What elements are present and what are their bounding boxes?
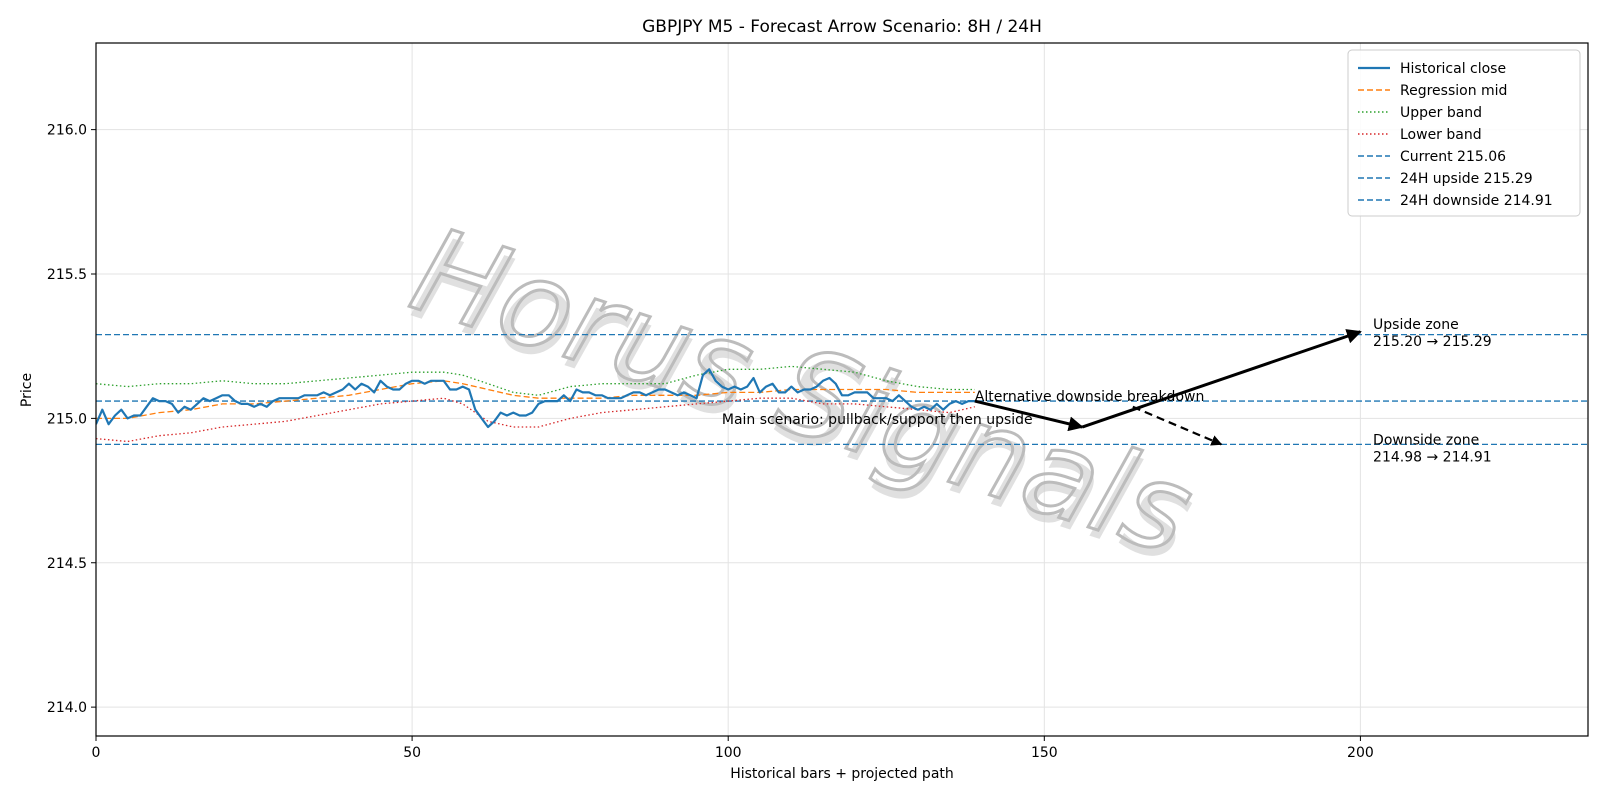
annotation-upside-zone-range: 215.20 → 215.29 <box>1373 334 1492 350</box>
legend-label-4: Current 215.06 <box>1400 149 1506 165</box>
scenario-arrows <box>974 329 1362 446</box>
y-tick-label: 214.5 <box>47 556 87 572</box>
annotation-upside-zone-title: Upside zone <box>1373 317 1459 333</box>
annotation-alt-scenario: Alternative downside breakdown <box>975 389 1205 405</box>
x-tick-label: 200 <box>1347 745 1374 761</box>
y-tick-label: 215.0 <box>47 411 87 427</box>
series-line-2 <box>96 365 975 396</box>
y-tick-label: 215.5 <box>47 267 87 283</box>
legend-label-0: Historical close <box>1400 61 1506 77</box>
x-axis-label: Historical bars + projected path <box>730 766 954 782</box>
reference-lines <box>96 333 1588 446</box>
chart-title: GBPJPY M5 - Forecast Arrow Scenario: 8H … <box>642 17 1042 37</box>
legend-label-2: Upper band <box>1400 105 1482 121</box>
y-axis-ticks: 214.0 214.5 215.0 215.5 216.0 <box>47 123 96 716</box>
main-upside-arrow <box>1081 329 1362 429</box>
plot-frame <box>95 42 1589 737</box>
x-tick-label: 0 <box>92 745 101 761</box>
series-line-0 <box>96 368 975 429</box>
y-tick-label: 214.0 <box>47 700 87 716</box>
annotation-main-scenario: Main scenario: pullback/support then ups… <box>722 412 1033 428</box>
main-pullback-arrow <box>974 399 1084 432</box>
series-line-3 <box>96 397 975 443</box>
annotation-downside-zone-range: 214.98 → 214.91 <box>1373 450 1492 466</box>
legend-label-1: Regression mid <box>1400 83 1507 99</box>
alternative-downside-arrow <box>1132 405 1223 446</box>
annotation-downside-zone-title: Downside zone <box>1373 432 1479 448</box>
legend-label-5: 24H upside 215.29 <box>1400 171 1533 187</box>
legend-box <box>1347 49 1581 217</box>
grid <box>95 43 1588 736</box>
x-tick-label: 100 <box>715 745 742 761</box>
legend-label-3: Lower band <box>1400 127 1482 143</box>
y-tick-label: 216.0 <box>47 123 87 139</box>
y-axis-label: Price <box>19 373 35 407</box>
x-axis-ticks: 0 50 100 150 200 <box>92 736 1374 761</box>
x-tick-label: 50 <box>403 745 421 761</box>
legend-label-6: 24H downside 214.91 <box>1400 193 1553 209</box>
legend: Historical close Regression mid Upper band… <box>1347 49 1581 217</box>
x-tick-label: 150 <box>1031 745 1058 761</box>
series-lines <box>96 365 975 443</box>
